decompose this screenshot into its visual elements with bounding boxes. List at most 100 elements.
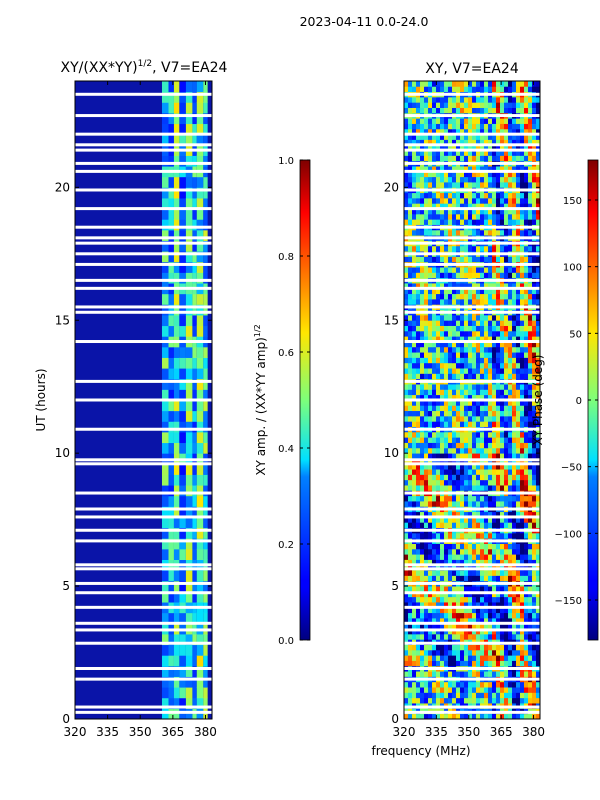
right-phase-cell [508, 469, 513, 475]
left-amp-cell [185, 293, 193, 305]
right-phase-cell [436, 368, 441, 374]
right-phase-cell [432, 559, 437, 566]
right-phase-cell [504, 511, 509, 518]
left-amp-cell [196, 665, 204, 677]
right-phase-cell [472, 400, 477, 406]
right-phase-cell [416, 628, 421, 635]
right-phase-cell [504, 197, 509, 204]
left-title-rest: , V7=EA24 [152, 60, 227, 76]
right-phase-cell [484, 586, 489, 592]
right-phase-cell [464, 559, 469, 566]
right-phase-cell [436, 516, 441, 523]
right-phase-cell [404, 649, 409, 656]
right-phase-cell [424, 192, 429, 199]
right-phase-cell [528, 346, 533, 353]
right-phase-cell [452, 421, 457, 427]
right-phase-cell [476, 219, 481, 225]
right-phase-cell [524, 144, 529, 151]
right-phase-cell [528, 128, 533, 135]
right-phase-cell [464, 602, 469, 608]
right-phase-cell [472, 586, 477, 592]
right-phase-cell [528, 86, 533, 93]
left-amp-cell [173, 229, 180, 241]
right-phase-cell [468, 633, 473, 640]
right-phase-cell [500, 81, 505, 87]
right-phase-cell [504, 687, 509, 693]
left-title-sup: 1/2 [138, 59, 152, 69]
right-phase-cell [516, 410, 521, 417]
right-phase-cell [472, 293, 477, 300]
right-phase-cell [488, 357, 493, 364]
right-phase-cell [492, 474, 497, 481]
left-amp-cell [185, 314, 193, 327]
right-phase-cell [484, 314, 489, 321]
right-phase-cell [448, 272, 453, 279]
right-phase-cell [524, 463, 529, 470]
right-phase-cell [532, 123, 537, 130]
right-phase-cell [500, 495, 505, 502]
right-phase-cell [476, 352, 481, 358]
right-phase-cell [496, 655, 501, 661]
right-phase-cell [516, 362, 521, 369]
right-phase-cell [444, 447, 449, 454]
right-phase-cell [524, 437, 529, 443]
right-phase-cell [404, 213, 409, 220]
left-amp-cell [196, 485, 204, 497]
right-phase-cell [464, 368, 469, 374]
right-phase-cell [528, 336, 533, 342]
right-phase-cell [424, 405, 429, 412]
right-phase-cell [512, 384, 517, 390]
right-phase-cell [516, 213, 521, 220]
right-phase-cell [472, 511, 477, 518]
right-phase-cell [484, 591, 489, 598]
right-phase-cell [516, 681, 521, 688]
right-phase-cell [436, 660, 441, 667]
right-phase-cell [504, 229, 509, 236]
right-phase-cell [464, 543, 469, 550]
right-phase-cell [528, 245, 533, 252]
left-amp-cell [185, 591, 193, 603]
left-amp-cell [179, 197, 186, 210]
right-phase-cell [504, 203, 509, 209]
right-phase-cell [468, 208, 473, 215]
right-phase-cell [444, 155, 449, 162]
right-phase-cell [408, 655, 413, 661]
right-phase-cell [432, 713, 437, 719]
right-phase-cell [448, 203, 453, 209]
right-phase-cell [428, 346, 433, 353]
right-phase-cell [504, 118, 509, 124]
right-phase-cell [488, 570, 493, 576]
right-phase-cell [448, 102, 453, 108]
right-phase-cell [468, 516, 473, 523]
right-phase-cell [476, 245, 481, 252]
right-phase-cell [500, 267, 505, 273]
right-phase-cell [412, 394, 417, 401]
right-phase-cell [536, 660, 540, 667]
right-phase-cell [464, 628, 469, 635]
right-phase-cell [508, 522, 513, 528]
right-phase-cell [452, 543, 457, 550]
right-phase-cell [500, 692, 505, 699]
right-phase-cell [444, 628, 449, 635]
right-phase-cell [432, 325, 437, 332]
right-phase-cell [480, 128, 485, 135]
right-phase-cell [468, 86, 473, 93]
right-phase-cell [424, 617, 429, 624]
right-phase-cell [476, 330, 481, 337]
right-phase-cell [456, 447, 461, 454]
right-phase-cell [532, 453, 537, 459]
right-phase-cell [500, 357, 505, 364]
right-phase-cell [532, 102, 537, 108]
right-phase-cell [412, 458, 417, 465]
right-phase-cell [512, 447, 517, 454]
right-phase-cell [492, 208, 497, 215]
right-phase-cell [424, 447, 429, 454]
right-phase-cell [508, 389, 513, 396]
right-phase-cell [472, 197, 477, 204]
right-phase-cell [432, 687, 437, 693]
right-phase-cell [512, 607, 517, 614]
left-amp-cell [203, 378, 208, 390]
right-phase-cell [404, 352, 409, 358]
right-phase-cell [460, 485, 465, 491]
right-phase-cell [444, 681, 449, 688]
